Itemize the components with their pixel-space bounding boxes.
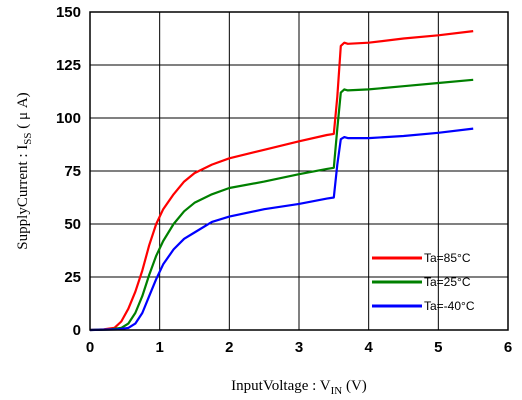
x-axis-label-sub: IN: [331, 385, 343, 397]
x-axis-label-main: InputVoltage : V: [231, 378, 331, 394]
x-tick-label: 5: [434, 339, 442, 356]
x-tick-labels: 0 1 2 3 4 5 6: [86, 339, 512, 356]
y-axis-label: SupplyCurrent : ISS ( μ A): [15, 92, 34, 249]
y-axis-label-sub: SS: [22, 132, 34, 144]
x-tick-label: 0: [86, 339, 94, 356]
series-line-2: [89, 127, 474, 332]
y-axis-label-unit: ( μ A): [15, 92, 31, 132]
plot-frame: [89, 11, 509, 331]
x-tick-label: 4: [364, 339, 373, 356]
legend-label-2: Ta=-40°C: [424, 299, 475, 313]
y-tick-label: 150: [56, 4, 81, 21]
x-axis-label-unit: (V): [342, 378, 367, 394]
series-line-1: [89, 78, 474, 332]
x-tick-label: 1: [155, 339, 163, 356]
legend-label-0: Ta=85°C: [424, 251, 471, 265]
x-tick-label: 6: [504, 339, 512, 356]
y-tick-labels: 0 25 50 75 100 125 150: [56, 4, 81, 339]
y-tick-label: 100: [56, 110, 81, 127]
y-tick-label: 125: [56, 57, 81, 74]
y-axis-label-main: SupplyCurrent : I: [15, 145, 31, 250]
y-tick-label: 50: [64, 216, 81, 233]
y-tick-label: 25: [64, 269, 81, 286]
x-tick-label: 3: [295, 339, 303, 356]
grid-lines: [90, 12, 508, 330]
legend-label-1: Ta=25°C: [424, 275, 471, 289]
series-line-0: [89, 30, 474, 332]
y-tick-label: 0: [73, 322, 81, 339]
x-tick-label: 2: [225, 339, 233, 356]
x-axis-label: InputVoltage : VIN (V): [231, 378, 367, 397]
y-tick-label: 75: [64, 163, 81, 180]
series-lines: [89, 30, 474, 332]
legend: Ta=85°C Ta=25°C Ta=-40°C: [372, 251, 475, 313]
